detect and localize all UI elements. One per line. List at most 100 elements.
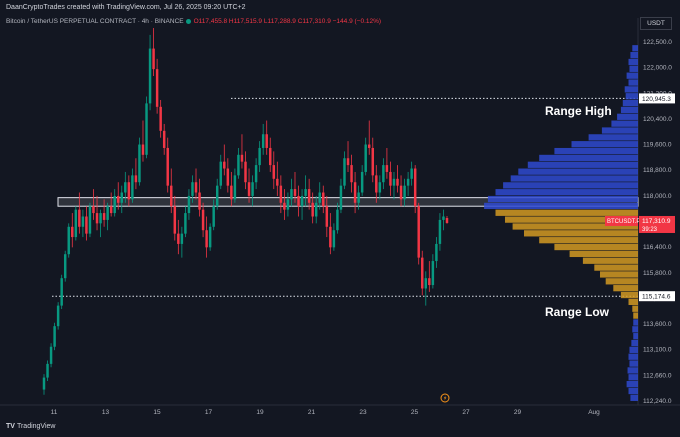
candle bbox=[254, 158, 258, 190]
candle-body bbox=[261, 134, 265, 148]
candle bbox=[230, 171, 233, 207]
candle bbox=[290, 178, 293, 207]
volume-profile-bar bbox=[622, 99, 638, 107]
candle-body bbox=[413, 168, 417, 207]
candle bbox=[60, 274, 63, 310]
ohlc-values: O117,455.8 H117,515.9 L117,288.9 C117,31… bbox=[193, 18, 382, 25]
candle bbox=[198, 178, 201, 217]
candle-body bbox=[311, 202, 314, 217]
candle-body bbox=[63, 254, 67, 279]
candle bbox=[240, 134, 244, 169]
volume-profile-bar bbox=[633, 319, 638, 326]
candle bbox=[219, 154, 222, 190]
candle-body bbox=[385, 165, 389, 172]
volume-profile-bar bbox=[632, 305, 638, 312]
currency-button[interactable]: USDT bbox=[640, 17, 672, 30]
candle-body bbox=[240, 154, 244, 162]
tradingview-brand: TradingView bbox=[16, 423, 56, 430]
candle bbox=[283, 189, 286, 220]
candle bbox=[304, 175, 307, 207]
candle bbox=[261, 123, 265, 155]
candle-body bbox=[201, 209, 205, 231]
candle bbox=[226, 158, 230, 193]
candle-body bbox=[205, 230, 208, 248]
candle bbox=[162, 123, 166, 155]
candle bbox=[311, 192, 314, 224]
candle-body bbox=[396, 178, 399, 186]
candle-body bbox=[95, 213, 99, 224]
candle bbox=[318, 182, 321, 210]
x-tick-label: 19 bbox=[256, 409, 264, 416]
candle bbox=[46, 360, 49, 382]
event-lightning-icon bbox=[440, 393, 450, 403]
y-tick-label: 117,500.0 bbox=[643, 219, 672, 226]
candle bbox=[297, 185, 300, 217]
range-high-price-box bbox=[639, 93, 675, 104]
candle bbox=[131, 168, 134, 203]
candle-body bbox=[177, 233, 180, 244]
volume-profile-bar bbox=[628, 79, 638, 86]
candle bbox=[49, 343, 53, 368]
symbol-legend: Bitcoin / TetherUS PERPETUAL CONTRACT · … bbox=[6, 18, 381, 25]
y-tick-label: 118,000.0 bbox=[643, 193, 672, 200]
candle-body bbox=[343, 158, 346, 186]
volume-profile-bar bbox=[620, 291, 638, 299]
tradingview-logo-icon: TV bbox=[6, 423, 15, 430]
candle-body bbox=[272, 165, 276, 179]
candle bbox=[42, 374, 46, 395]
volume-profile-bar bbox=[510, 175, 638, 182]
candle-body bbox=[116, 195, 120, 203]
candle-body bbox=[417, 206, 420, 258]
candle-body bbox=[155, 69, 159, 107]
candle-body bbox=[67, 226, 70, 255]
candle-body bbox=[314, 202, 318, 217]
candle bbox=[92, 189, 95, 220]
volume-profile-bar bbox=[620, 106, 638, 114]
candle-body bbox=[88, 206, 92, 234]
volume-profile-bar bbox=[629, 360, 638, 367]
candle-body bbox=[102, 213, 106, 220]
status-dot-icon bbox=[185, 18, 191, 24]
candle-body bbox=[226, 168, 230, 186]
volume-profile-bar bbox=[554, 243, 638, 251]
candle-body bbox=[322, 192, 325, 207]
candle bbox=[410, 161, 413, 186]
candle-body bbox=[406, 178, 410, 186]
candle-body bbox=[170, 185, 173, 207]
y-tick-label: 118,800.0 bbox=[643, 167, 672, 174]
candle bbox=[237, 147, 240, 179]
candle bbox=[148, 34, 152, 111]
tradingview-footer: TV TradingView bbox=[6, 423, 55, 430]
volume-profile-bar bbox=[626, 72, 638, 79]
candle-body bbox=[244, 161, 247, 183]
y-tick-label: 120,400.0 bbox=[643, 116, 672, 123]
volume-profile-bar bbox=[625, 93, 638, 100]
candle bbox=[371, 137, 375, 183]
candle-body bbox=[399, 185, 403, 200]
symbol-tag: BTCUSDT.P bbox=[607, 219, 640, 225]
candle-body bbox=[134, 175, 138, 183]
volume-profile-bar bbox=[633, 312, 638, 319]
candle bbox=[269, 137, 272, 172]
volume-profile-bar bbox=[505, 216, 638, 223]
symbol-title[interactable]: Bitcoin / TetherUS PERPETUAL CONTRACT · … bbox=[6, 18, 184, 25]
candle bbox=[159, 99, 162, 138]
candle bbox=[56, 302, 60, 330]
candle-body bbox=[403, 185, 406, 200]
candle bbox=[314, 195, 318, 224]
volume-profile-bar bbox=[628, 374, 638, 381]
author-credit: DaanCryptoTrades created with TradingVie… bbox=[6, 4, 246, 11]
candle bbox=[78, 192, 81, 234]
candle-body bbox=[180, 233, 184, 244]
volume-profile-bar bbox=[613, 285, 638, 292]
candle bbox=[375, 165, 378, 203]
x-tick-label: 27 bbox=[462, 409, 470, 416]
range-low-annotation: Range Low bbox=[545, 305, 610, 319]
candle bbox=[127, 175, 131, 207]
candle-body bbox=[92, 206, 95, 214]
current-price: 117,310.9 bbox=[642, 218, 671, 225]
candle-body bbox=[120, 192, 124, 203]
candle-body bbox=[71, 226, 74, 238]
candle bbox=[99, 209, 102, 238]
